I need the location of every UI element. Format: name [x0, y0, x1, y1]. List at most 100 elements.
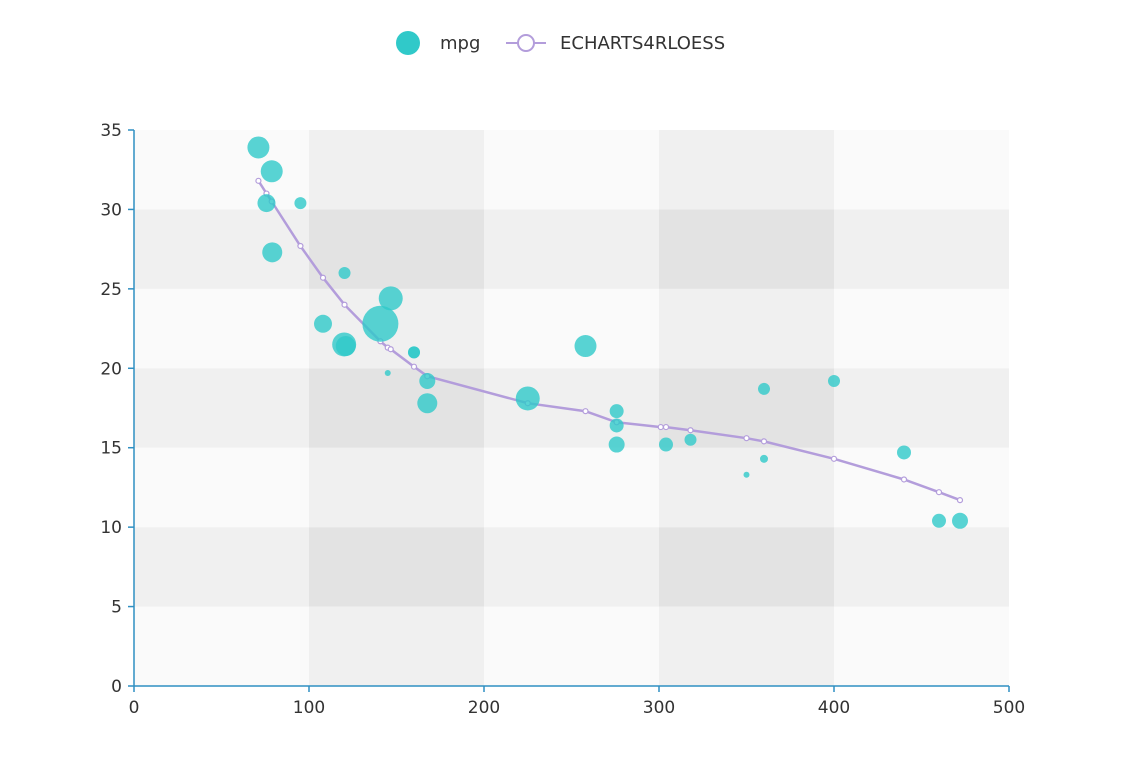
loess-point[interactable] — [319, 274, 327, 281]
scatter-point[interactable] — [932, 513, 946, 528]
x-tick-label: 300 — [643, 698, 675, 718]
grid-band — [659, 288, 834, 369]
legend-label-mpg: mpg — [440, 33, 480, 54]
grid-band — [659, 447, 834, 528]
grid-band — [309, 447, 484, 528]
grid-band — [309, 368, 484, 448]
grid-band — [659, 606, 834, 686]
scatter-point[interactable] — [260, 160, 283, 183]
grid-band — [834, 209, 1009, 289]
grid-band — [834, 288, 1009, 369]
grid-band — [484, 606, 659, 686]
loess-point[interactable] — [341, 301, 348, 308]
grid-band — [134, 606, 309, 686]
loess-point[interactable] — [662, 423, 670, 431]
loess-point[interactable] — [830, 455, 838, 462]
y-tick-label: 15 — [100, 439, 122, 459]
y-tick-label: 10 — [100, 518, 122, 538]
grid-band — [659, 527, 834, 607]
scatter-point[interactable] — [294, 197, 307, 210]
scatter-point[interactable] — [417, 393, 438, 414]
scatter-point[interactable] — [362, 305, 399, 342]
legend-label-loess: ECHARTS4RLOESS — [560, 33, 725, 54]
legend-item-mpg[interactable]: mpg — [396, 31, 480, 55]
grid-band — [484, 130, 659, 210]
grid-band — [134, 209, 309, 289]
y-tick-label: 30 — [100, 200, 122, 220]
grid-band — [134, 130, 309, 210]
y-tick-label: 5 — [111, 598, 122, 618]
grid-band — [484, 527, 659, 607]
grid-band — [834, 130, 1009, 210]
legend[interactable]: mpg ECHARTS4RLOESS — [396, 31, 725, 55]
loess-point[interactable] — [582, 408, 589, 415]
scatter-point[interactable] — [608, 436, 625, 453]
grid-band — [309, 130, 484, 210]
grid-band — [659, 209, 834, 289]
grid-band — [659, 130, 834, 210]
scatter-point[interactable] — [828, 374, 840, 387]
loess-point[interactable] — [657, 423, 664, 431]
loess-point[interactable] — [760, 438, 768, 445]
scatter-point[interactable] — [758, 382, 770, 395]
y-tick-label: 0 — [111, 677, 122, 697]
scatter-point[interactable] — [515, 386, 540, 411]
scatter-point[interactable] — [408, 346, 420, 359]
grid-band — [309, 209, 484, 289]
grid-band — [134, 447, 309, 528]
scatter-point[interactable] — [609, 418, 624, 433]
loess-point[interactable] — [743, 435, 750, 442]
x-tick-label: 0 — [129, 698, 140, 718]
loess-point[interactable] — [255, 177, 262, 184]
grid-band — [484, 447, 659, 528]
grid-band — [834, 606, 1009, 686]
grid-band — [134, 288, 309, 369]
scatter-point[interactable] — [378, 286, 403, 311]
scatter-point[interactable] — [743, 471, 750, 478]
grid-band — [134, 527, 309, 607]
x-tick-label: 500 — [993, 698, 1025, 718]
scatter-point[interactable] — [338, 266, 351, 279]
scatter-point[interactable] — [952, 512, 968, 529]
axes: 0 5 10 15 20 25 30 35 0 100 200 300 400 500 — [100, 121, 1025, 718]
scatter-point[interactable] — [335, 336, 356, 357]
loess-point[interactable] — [687, 427, 694, 434]
loess-point[interactable] — [935, 489, 943, 496]
scatter-point[interactable] — [897, 445, 911, 460]
scatter-point[interactable] — [574, 335, 597, 358]
grid-band — [484, 209, 659, 289]
scatter-point[interactable] — [760, 454, 768, 463]
y-tick-label: 35 — [100, 121, 122, 141]
grid-band — [834, 447, 1009, 528]
x-tick-label: 200 — [468, 698, 500, 718]
legend-circle-icon — [396, 31, 420, 55]
scatter-point[interactable] — [314, 314, 332, 333]
scatter-point[interactable] — [609, 404, 624, 419]
grid-band — [484, 288, 659, 369]
legend-line-circle-icon — [517, 34, 535, 52]
grid-bands — [134, 130, 1009, 686]
grid-band — [834, 368, 1009, 448]
loess-point[interactable] — [900, 476, 908, 483]
scatter-point[interactable] — [684, 433, 697, 446]
loess-point[interactable] — [297, 242, 304, 250]
x-tick-label: 100 — [293, 698, 325, 718]
scatter-point[interactable] — [257, 194, 276, 213]
scatter-point[interactable] — [384, 370, 391, 377]
y-tick-label: 25 — [100, 280, 122, 300]
y-tick-label: 20 — [100, 359, 122, 379]
grid-band — [134, 368, 309, 448]
scatter-point[interactable] — [419, 372, 436, 389]
x-tick-label: 400 — [818, 698, 850, 718]
grid-band — [309, 606, 484, 686]
loess-point[interactable] — [387, 346, 394, 353]
scatter-point[interactable] — [262, 242, 283, 263]
scatter-point[interactable] — [247, 136, 270, 159]
loess-point[interactable] — [410, 363, 418, 370]
scatter-point[interactable] — [659, 437, 673, 452]
loess-point[interactable] — [956, 497, 964, 504]
legend-item-loess[interactable]: ECHARTS4RLOESS — [506, 33, 725, 54]
mpg-series — [247, 136, 968, 529]
